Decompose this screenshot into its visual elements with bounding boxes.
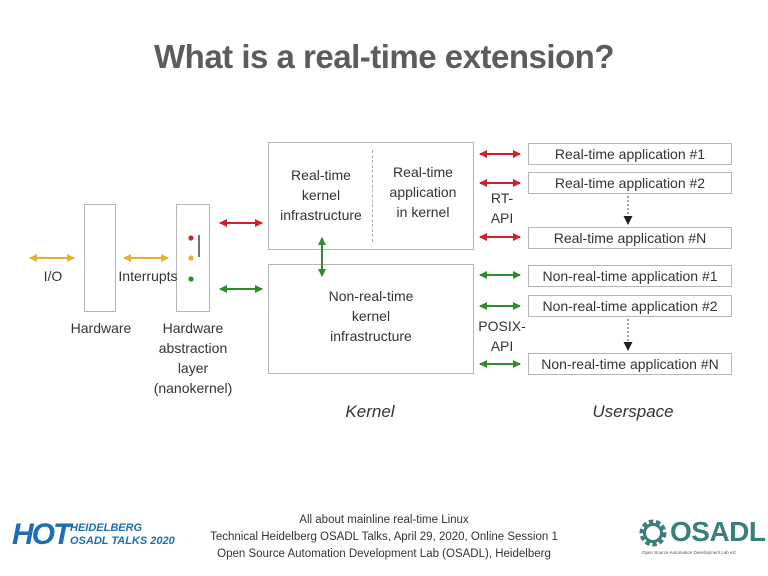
nrt-kernel-box: [268, 264, 474, 374]
osadl-logo-tagline: Open Source Automation Development Lab e…: [642, 550, 737, 555]
rt-kernel-infrastructure-label: Real-time kernel infrastructure: [280, 167, 362, 223]
gear-icon: [639, 519, 667, 547]
hot-logo-line2: OSADL TALKS 2020: [70, 535, 175, 547]
userspace-caption: Userspace: [592, 402, 674, 421]
rt-application-in-kernel-label: Real-time application in kernel: [389, 164, 457, 220]
footer-line-2: Technical Heidelberg OSADL Talks, April …: [210, 531, 558, 543]
hal-label: Hardware abstraction layer (nanokernel): [153, 320, 233, 396]
hardware-box: [84, 204, 116, 312]
page-title: What is a real-time extension?: [154, 38, 614, 75]
interrupts-label: Interrupts: [118, 268, 178, 284]
rt-api-label: RT- API: [490, 190, 514, 226]
osadl-logo-name: OSADL: [670, 516, 766, 547]
footer-line-1: All about mainline real-time Linux: [299, 514, 469, 526]
footer-line-3: Open Source Automation Development Lab (…: [217, 548, 551, 560]
osadl-logo: OSADL Open Source Automation Development…: [636, 514, 766, 558]
hot-logo-mark: HOT: [12, 518, 71, 551]
nrt-app-n: Non-real-time application #N: [528, 353, 732, 375]
rt-app-2: Real-time application #2: [528, 172, 732, 194]
nrt-app-2: Non-real-time application #2: [528, 295, 732, 317]
hot-logo: HOT HEIDELBERG OSADL TALKS 2020: [12, 518, 175, 552]
io-label: I/O: [43, 268, 63, 284]
hal-green-light: [188, 276, 194, 282]
rt-app-1: Real-time application #1: [528, 143, 732, 165]
hal-yellow-light: [188, 255, 194, 261]
rt-app-n: Real-time application #N: [528, 227, 732, 249]
nrt-kernel-infrastructure-label: Non-real-time kernel infrastructure: [328, 288, 414, 344]
rt-kernel-box: [268, 142, 474, 250]
nrt-app-1: Non-real-time application #1: [528, 265, 732, 287]
kernel-caption: Kernel: [345, 402, 395, 421]
hal-red-light: [188, 235, 194, 241]
hardware-label: Hardware: [70, 320, 132, 336]
posix-api-label: POSIX- API: [478, 318, 526, 354]
rt-kernel-divider: [372, 150, 373, 242]
hot-logo-line1: HEIDELBERG: [70, 522, 143, 534]
hal-box: [176, 204, 210, 312]
